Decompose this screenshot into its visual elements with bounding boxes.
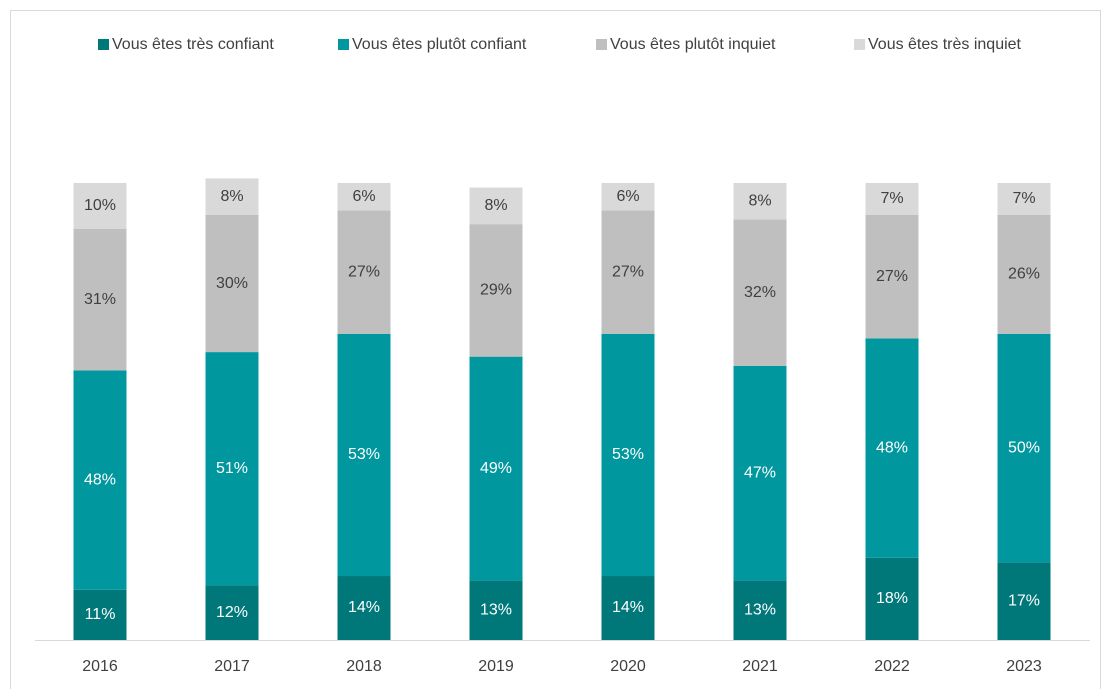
bar-segment [997, 333, 1051, 563]
bar-segment [601, 210, 655, 334]
bar-segment [865, 338, 919, 558]
x-tick-label: 2021 [742, 658, 778, 675]
bar-segment [205, 585, 259, 640]
data-label: 32% [744, 284, 776, 301]
bar-segment [601, 333, 655, 577]
data-label: 17% [1008, 592, 1040, 609]
data-label: 8% [748, 192, 771, 209]
bar-segment [469, 224, 523, 357]
bar-segment [469, 187, 523, 225]
bar-segment [865, 214, 919, 339]
bar-segment [337, 333, 391, 577]
data-label: 48% [876, 439, 908, 456]
x-tick-label: 2023 [1006, 658, 1042, 675]
bar-segment [73, 370, 127, 590]
x-tick-label: 2018 [346, 658, 382, 675]
legend-swatch [98, 39, 109, 50]
data-label: 30% [216, 275, 248, 292]
bar-segment [865, 183, 919, 215]
bar-segment [205, 178, 259, 215]
x-tick-label: 2019 [478, 658, 514, 675]
data-label: 14% [612, 599, 644, 616]
data-label: 31% [84, 291, 116, 308]
bar-segment [733, 183, 787, 220]
chart-frame [10, 10, 1101, 689]
legend-swatch [596, 39, 607, 50]
data-label: 7% [880, 190, 903, 207]
data-label: 14% [348, 599, 380, 616]
data-label: 8% [220, 188, 243, 205]
data-label: 51% [216, 460, 248, 477]
bar-segment [337, 183, 391, 211]
bar-segment [997, 183, 1051, 215]
data-label: 8% [484, 197, 507, 214]
bar-segment [73, 589, 127, 640]
data-label: 27% [876, 268, 908, 285]
data-label: 48% [84, 471, 116, 488]
data-label: 47% [744, 464, 776, 481]
bar-segment [469, 580, 523, 640]
x-tick-label: 2017 [214, 658, 250, 675]
x-tick-label: 2016 [82, 658, 118, 675]
data-label: 27% [612, 263, 644, 280]
bar-segment [733, 365, 787, 581]
data-label: 11% [85, 606, 116, 623]
legend-swatch [338, 39, 349, 50]
bar-segment [205, 214, 259, 353]
data-label: 29% [480, 282, 512, 299]
legend-swatch [854, 39, 865, 50]
legend-label: Vous êtes plutôt confiant [352, 36, 527, 53]
data-label: 26% [1008, 266, 1040, 283]
bar-segment [865, 557, 919, 640]
bar-segment [997, 214, 1051, 334]
legend-label: Vous êtes très confiant [112, 36, 274, 53]
bar-segment [337, 576, 391, 640]
bar-segment [997, 562, 1051, 640]
data-label: 18% [876, 590, 908, 607]
bar-segment [733, 580, 787, 640]
legend-label: Vous êtes plutôt inquiet [610, 36, 776, 53]
bar-segment [205, 352, 259, 586]
data-label: 12% [216, 604, 248, 621]
data-label: 6% [352, 188, 375, 205]
x-tick-label: 2020 [610, 658, 646, 675]
bar-segment [601, 576, 655, 640]
data-label: 53% [612, 446, 644, 463]
bar-segment [337, 210, 391, 334]
data-label: 49% [480, 460, 512, 477]
x-tick-label: 2022 [874, 658, 910, 675]
data-label: 53% [348, 446, 380, 463]
data-label: 50% [1008, 439, 1040, 456]
legend-label: Vous êtes très inquiet [868, 36, 1022, 53]
data-label: 13% [480, 602, 512, 619]
data-label: 10% [84, 197, 116, 214]
data-label: 27% [348, 263, 380, 280]
data-label: 6% [616, 188, 639, 205]
bar-segment [733, 219, 787, 366]
bar-segment [469, 356, 523, 581]
bar-segment [73, 228, 127, 371]
data-label: 7% [1012, 190, 1035, 207]
bar-segment [73, 183, 127, 229]
bar-segment [601, 183, 655, 211]
data-label: 13% [744, 602, 776, 619]
